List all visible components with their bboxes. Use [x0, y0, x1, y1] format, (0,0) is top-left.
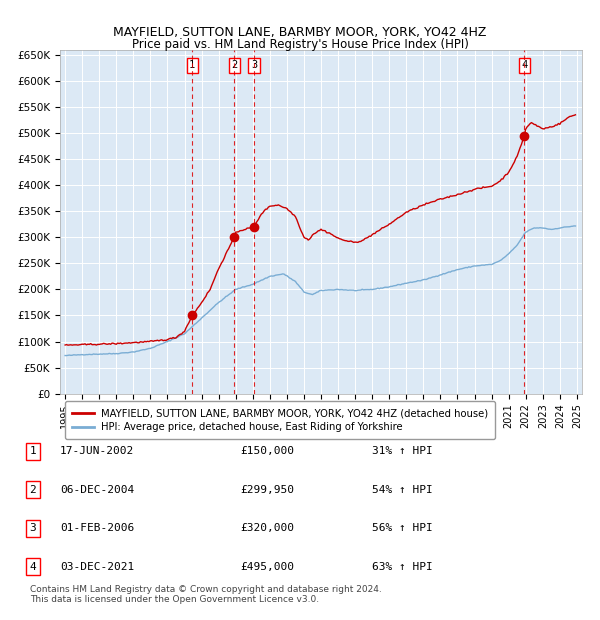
Text: 4: 4: [521, 60, 527, 70]
Text: 56% ↑ HPI: 56% ↑ HPI: [372, 523, 433, 533]
Text: MAYFIELD, SUTTON LANE, BARMBY MOOR, YORK, YO42 4HZ: MAYFIELD, SUTTON LANE, BARMBY MOOR, YORK…: [113, 26, 487, 39]
Text: 3: 3: [29, 523, 37, 533]
Text: 17-JUN-2002: 17-JUN-2002: [60, 446, 134, 456]
Text: 1: 1: [29, 446, 37, 456]
Text: 1: 1: [189, 60, 196, 70]
Legend: MAYFIELD, SUTTON LANE, BARMBY MOOR, YORK, YO42 4HZ (detached house), HPI: Averag: MAYFIELD, SUTTON LANE, BARMBY MOOR, YORK…: [65, 401, 495, 439]
Text: 06-DEC-2004: 06-DEC-2004: [60, 485, 134, 495]
Text: 63% ↑ HPI: 63% ↑ HPI: [372, 562, 433, 572]
Text: 2: 2: [29, 485, 37, 495]
Text: £150,000: £150,000: [240, 446, 294, 456]
Text: £320,000: £320,000: [240, 523, 294, 533]
Text: Price paid vs. HM Land Registry's House Price Index (HPI): Price paid vs. HM Land Registry's House …: [131, 38, 469, 51]
Text: 3: 3: [251, 60, 257, 70]
Text: £299,950: £299,950: [240, 485, 294, 495]
Text: £495,000: £495,000: [240, 562, 294, 572]
Text: 2: 2: [231, 60, 238, 70]
Text: 01-FEB-2006: 01-FEB-2006: [60, 523, 134, 533]
Text: 31% ↑ HPI: 31% ↑ HPI: [372, 446, 433, 456]
Text: 03-DEC-2021: 03-DEC-2021: [60, 562, 134, 572]
Text: Contains HM Land Registry data © Crown copyright and database right 2024.
This d: Contains HM Land Registry data © Crown c…: [30, 585, 382, 604]
Text: 4: 4: [29, 562, 37, 572]
Text: 54% ↑ HPI: 54% ↑ HPI: [372, 485, 433, 495]
